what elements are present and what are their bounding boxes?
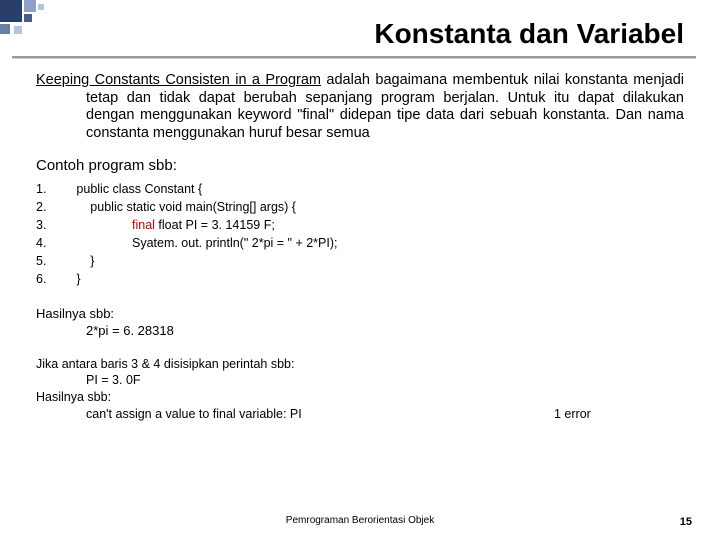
note-l3: Hasilnya sbb: <box>36 389 684 406</box>
deco-square <box>0 24 10 34</box>
deco-square <box>38 4 44 10</box>
code-listing: 1. public class Constant {2. public stat… <box>36 180 684 289</box>
code-line-number: 1. <box>36 180 66 198</box>
note-l1: Jika antara baris 3 & 4 disisipkan perin… <box>36 356 684 373</box>
code-line-number: 4. <box>36 234 66 252</box>
code-row: 4. Syatem. out. println(" 2*pi = " + 2*P… <box>36 234 684 252</box>
code-line-number: 5. <box>36 252 66 270</box>
note-l4: can't assign a value to final variable: … <box>36 406 554 423</box>
deco-square <box>0 0 22 22</box>
result-label: Hasilnya sbb: <box>36 305 684 323</box>
slide-title: Konstanta dan Variabel <box>374 18 684 50</box>
page-number: 15 <box>680 516 692 528</box>
code-line-text: } <box>66 270 81 288</box>
code-line-number: 2. <box>36 198 66 216</box>
code-line-text: public class Constant { <box>66 180 202 198</box>
result-line: 2*pi = 6. 28318 <box>36 322 684 340</box>
intro-lead: Keeping Constants Consisten in a Program <box>36 72 321 88</box>
deco-square <box>24 14 32 22</box>
code-row: 6. } <box>36 270 684 288</box>
code-row: 2. public static void main(String[] args… <box>36 198 684 216</box>
title-underline <box>12 56 696 59</box>
code-line-text: Syatem. out. println(" 2*pi = " + 2*PI); <box>66 234 337 252</box>
code-row: 5. } <box>36 252 684 270</box>
note-block: Jika antara baris 3 & 4 disisipkan perin… <box>36 356 684 424</box>
note-error: 1 error <box>554 406 684 423</box>
code-line-text: public static void main(String[] args) { <box>66 198 296 216</box>
code-line-number: 6. <box>36 270 66 288</box>
intro-paragraph: Keeping Constants Consisten in a Program… <box>36 72 684 143</box>
footer-text: Pemrograman Berorientasi Objek <box>0 515 720 526</box>
code-line-number: 3. <box>36 216 66 234</box>
deco-square <box>24 0 36 12</box>
code-line-text: } <box>66 252 95 270</box>
slide-content: Keeping Constants Consisten in a Program… <box>36 72 684 423</box>
result-block: Hasilnya sbb: 2*pi = 6. 28318 <box>36 305 684 340</box>
code-row: 1. public class Constant { <box>36 180 684 198</box>
note-l2: PI = 3. 0F <box>36 372 684 389</box>
deco-square <box>14 26 22 34</box>
corner-decoration <box>0 0 90 40</box>
code-row: 3. final float PI = 3. 14159 F; <box>36 216 684 234</box>
example-label: Contoh program sbb: <box>36 157 684 174</box>
code-line-text: final float PI = 3. 14159 F; <box>66 216 275 234</box>
